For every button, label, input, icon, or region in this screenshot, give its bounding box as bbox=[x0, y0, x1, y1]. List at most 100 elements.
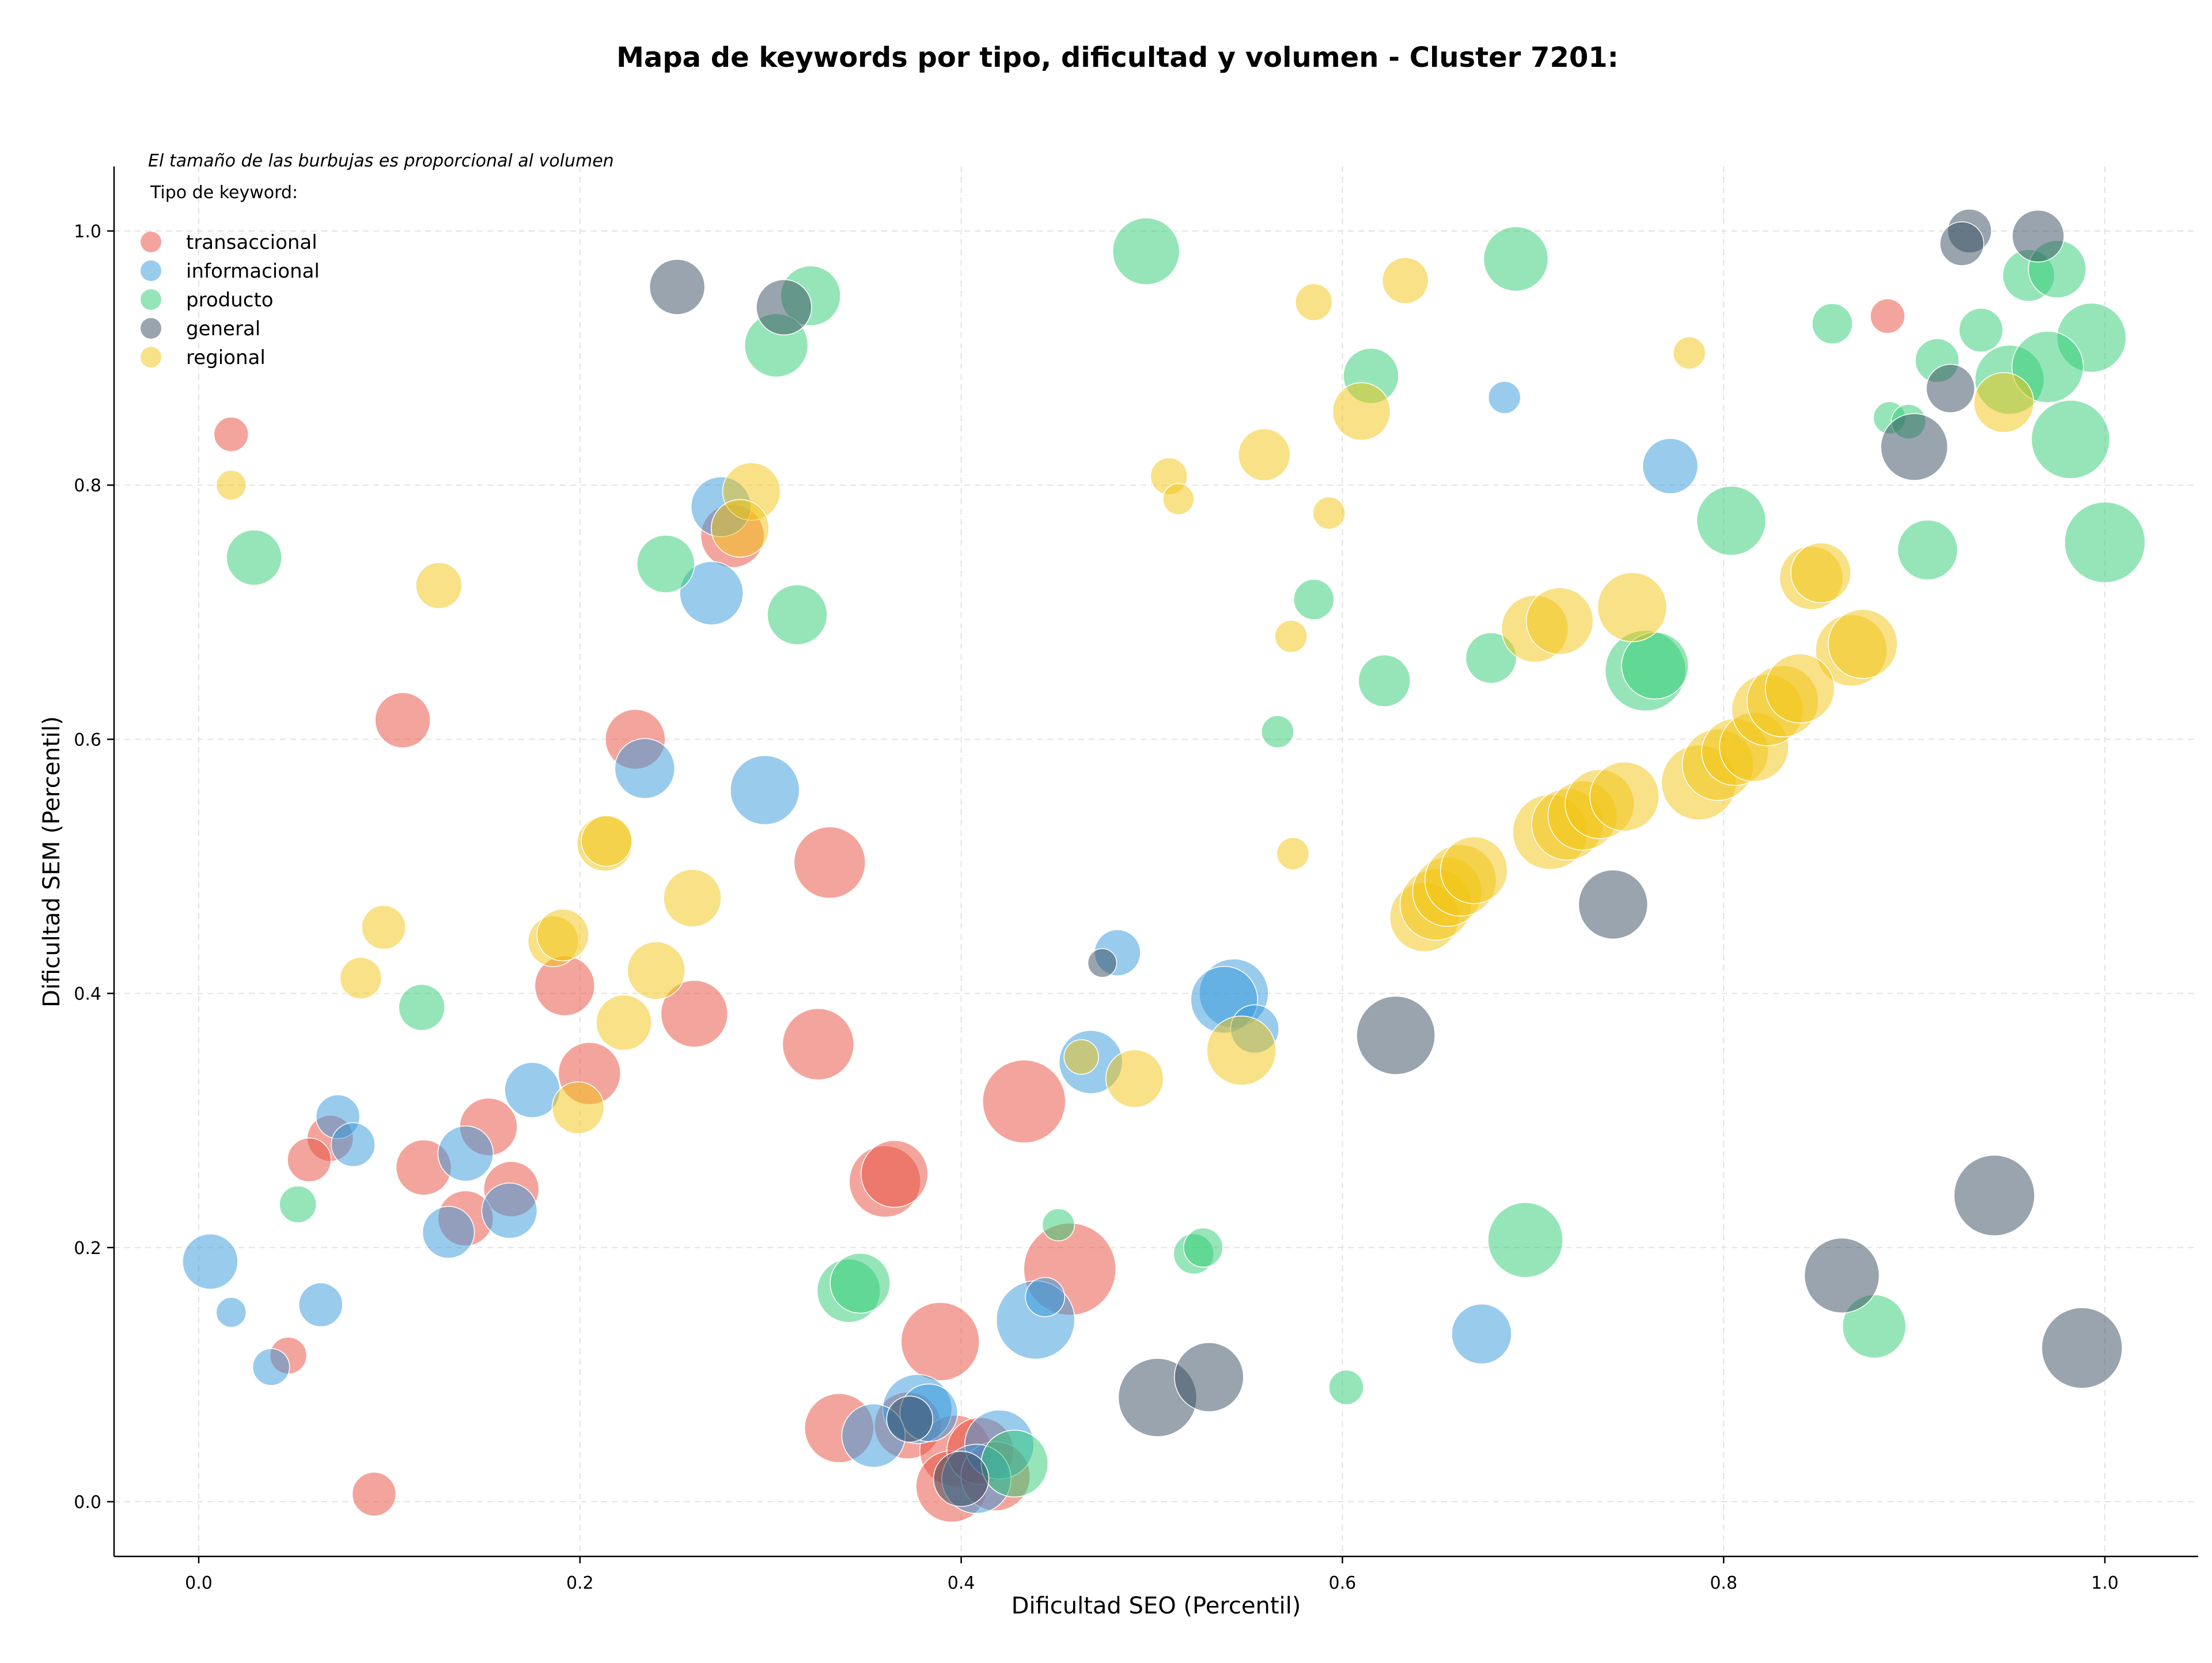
bubble-regional bbox=[1312, 496, 1346, 530]
bubble-regional bbox=[536, 908, 589, 961]
bubble-producto bbox=[2031, 400, 2111, 479]
bubble-transaccional bbox=[287, 1137, 332, 1183]
bubble-general bbox=[2012, 210, 2065, 263]
x-tick-label: 0.8 bbox=[1710, 1573, 1737, 1593]
bubble-general bbox=[1804, 1237, 1880, 1314]
bubble-regional bbox=[1276, 837, 1310, 870]
bubble-informacional bbox=[1642, 438, 1699, 494]
bubble-regional bbox=[415, 562, 463, 609]
bubble-general bbox=[886, 1395, 934, 1443]
bubble-informacional bbox=[437, 1125, 494, 1182]
bubble-producto bbox=[1959, 308, 2003, 353]
bubble-producto bbox=[1041, 1208, 1075, 1241]
bubble-regional bbox=[1973, 372, 2035, 433]
bubble-producto bbox=[1621, 631, 1689, 700]
bubble-regional bbox=[1274, 619, 1308, 653]
bubble-informacional bbox=[504, 1062, 560, 1119]
bubble-informacional bbox=[182, 1233, 238, 1290]
bubble-informacional bbox=[252, 1348, 290, 1386]
legend-label-transaccional: transaccional bbox=[186, 231, 317, 254]
bubble-regional bbox=[1764, 653, 1835, 723]
bubble-producto bbox=[1812, 303, 1853, 344]
x-tick-label: 1.0 bbox=[2091, 1573, 2119, 1593]
bubble-general bbox=[1940, 221, 1984, 266]
bubble-regional bbox=[627, 941, 685, 1000]
legend-label-informacional: informacional bbox=[186, 260, 320, 283]
legend-label-regional: regional bbox=[186, 346, 266, 369]
axes bbox=[113, 166, 2198, 1558]
bubble-regional bbox=[663, 869, 722, 927]
legend-marker-regional bbox=[141, 347, 161, 368]
bubble-producto bbox=[226, 529, 282, 586]
bubble-producto bbox=[1261, 715, 1294, 748]
bubble-regional bbox=[551, 1081, 605, 1134]
bubble-informacional bbox=[730, 755, 800, 825]
bubble-layer bbox=[182, 209, 2146, 1523]
y-tick-label: 0.4 bbox=[74, 984, 101, 1005]
chart-title: Mapa de keywords por tipo, dificultad y … bbox=[616, 41, 1619, 74]
y-tick-label: 1.0 bbox=[74, 222, 101, 242]
x-axis-label: Dificultad SEO (Percentil) bbox=[1012, 1593, 1301, 1619]
bubble-transaccional bbox=[793, 826, 866, 899]
bubble-producto bbox=[1696, 486, 1767, 556]
bubble-regional bbox=[1206, 1016, 1277, 1086]
legend-marker-producto bbox=[141, 289, 161, 310]
bubble-transaccional bbox=[351, 1472, 397, 1517]
bubble-general bbox=[1356, 995, 1435, 1075]
bubble-producto bbox=[1183, 1228, 1224, 1268]
bubble-transaccional bbox=[374, 692, 431, 749]
legend-label-general: general bbox=[186, 317, 260, 340]
bubble-producto bbox=[767, 584, 828, 645]
bubble-transaccional bbox=[861, 1140, 929, 1208]
bubble-producto bbox=[1358, 654, 1411, 707]
bubble-producto bbox=[1487, 1202, 1563, 1278]
bubble-regional bbox=[1790, 542, 1851, 604]
bubble-regional bbox=[1828, 609, 1898, 679]
y-tick-label: 0.6 bbox=[74, 730, 101, 750]
bubble-regional bbox=[1672, 336, 1706, 370]
bubble-transaccional bbox=[782, 1008, 855, 1081]
x-tick-label: 0.0 bbox=[185, 1573, 213, 1593]
bubble-informacional bbox=[298, 1282, 343, 1327]
legend-marker-transaccional bbox=[141, 232, 161, 252]
bubble-regional bbox=[339, 957, 382, 999]
bubble-regional bbox=[1440, 836, 1508, 904]
bubble-size-note: El tamaño de las burbujas es proporciona… bbox=[148, 151, 614, 171]
bubble-regional bbox=[711, 499, 770, 558]
bubble-general bbox=[1880, 413, 1948, 481]
bubble-general bbox=[2041, 1307, 2123, 1389]
bubble-producto bbox=[1293, 578, 1335, 620]
legend-marker-general bbox=[141, 318, 161, 339]
bubble-transaccional bbox=[900, 1302, 980, 1381]
legend-title: Tipo de keyword: bbox=[150, 183, 298, 203]
bubble-producto bbox=[398, 984, 445, 1031]
bubble-informacional bbox=[679, 560, 744, 626]
y-axis-label: Dificultad SEM (Percentil) bbox=[39, 716, 65, 1007]
bubble-informacional bbox=[331, 1122, 376, 1167]
bubble-regional bbox=[1063, 1039, 1099, 1075]
ticks: 0.0 0.2 0.4 0.6 0.8 1.0 0.0 0.2 0.4 0.6 0.8 1.0 bbox=[74, 222, 2119, 1593]
bubble-transaccional bbox=[213, 416, 249, 452]
bubble-transaccional bbox=[982, 1059, 1066, 1143]
bubble-producto bbox=[1328, 1369, 1364, 1406]
bubble-regional bbox=[1105, 1049, 1164, 1108]
bubble-general bbox=[756, 279, 812, 336]
bubble-general bbox=[1174, 1342, 1244, 1412]
bubble-informacional bbox=[1487, 381, 1521, 414]
bubble-informacional bbox=[422, 1206, 475, 1259]
bubble-general bbox=[933, 1450, 990, 1507]
bubble-producto bbox=[830, 1252, 891, 1314]
bubble-regional bbox=[1381, 257, 1429, 304]
bubble-general bbox=[1578, 869, 1649, 940]
y-tick-label: 0.8 bbox=[74, 476, 101, 496]
bubble-producto bbox=[980, 1430, 1049, 1498]
bubble-regional bbox=[1237, 428, 1291, 482]
bubble-general bbox=[1087, 948, 1118, 978]
bubble-producto bbox=[2064, 501, 2146, 584]
bubble-regional bbox=[215, 469, 247, 501]
bubble-producto bbox=[1465, 632, 1517, 684]
bubble-informacional bbox=[1451, 1304, 1512, 1365]
bubble-producto bbox=[1112, 217, 1180, 286]
